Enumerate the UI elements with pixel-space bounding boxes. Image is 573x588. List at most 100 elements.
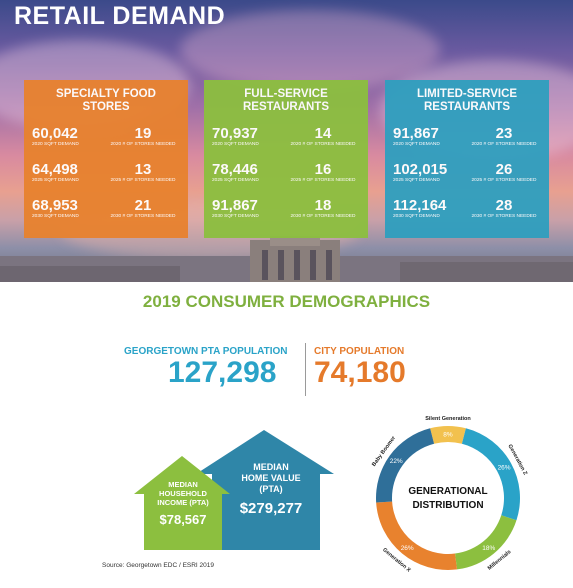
sqft-value: 91,867 [393,125,439,142]
sqft-label: 2020 SQFT DEMAND [212,142,259,147]
sqft-cell: 70,937 2020 SQFT DEMAND [212,126,286,154]
stores-value: 14 [314,125,332,142]
home-value-house-icon [196,430,334,550]
sqft-value: 112,164 [393,197,447,214]
home-value-label-line: MEDIAN [253,462,289,472]
panel-title: FULL-SERVICE RESTAURANTS [242,88,330,113]
sqft-cell: 112,164 2030 SQFT DEMAND [393,198,467,226]
pta-population-value: 127,298 [168,356,277,389]
income-label-line: MEDIAN [168,480,198,489]
sqft-label: 2025 SQFT DEMAND [393,178,440,183]
donut-center-line: GENERATIONAL [408,486,487,497]
demographics-title: 2019 CONSUMER DEMOGRAPHICS [142,292,431,311]
panel-row: 64,498 2025 SQFT DEMAND 13 2025 # OF STO… [32,162,180,190]
sqft-label: 2030 SQFT DEMAND [393,214,440,219]
stores-label: 2020 # OF STORES NEEDED [290,142,356,147]
panel-title: SPECIALTY FOOD STORES [56,88,156,113]
stores-value: 23 [495,125,513,142]
stores-value: 16 [314,161,332,178]
stores-label: 2025 # OF STORES NEEDED [290,178,356,183]
cloud-decoration [180,10,440,90]
sqft-label: 2030 SQFT DEMAND [32,214,79,219]
home-value-label-line: (PTA) [259,484,283,494]
sqft-cell: 78,446 2025 SQFT DEMAND [212,162,286,190]
sqft-cell: 64,498 2025 SQFT DEMAND [32,162,106,190]
sqft-value: 78,446 [212,161,258,178]
sqft-value: 91,867 [212,197,258,214]
city-population-value: 74,180 [314,356,406,389]
donut-percent-label: 26% [498,465,511,472]
sqft-label: 2020 SQFT DEMAND [32,142,79,147]
donut-segment [376,501,458,570]
stores-value: 21 [134,197,152,214]
donut-center-line: DISTRIBUTION [412,500,483,511]
income-label: MEDIAN HOUSEHOLD INCOME (PTA) [144,480,222,507]
stores-value: 19 [134,125,152,142]
donut-percent-label: 22% [390,458,403,465]
stores-cell: 28 2030 # OF STORES NEEDED [467,198,541,226]
sqft-label: 2025 SQFT DEMAND [212,178,259,183]
hero-banner: RETAIL DEMAND SPECIALTY FOOD STORES 60,0… [0,0,573,282]
donut-segment-name: Silent Generation [425,416,471,422]
sqft-label: 2025 SQFT DEMAND [32,178,79,183]
panel-row: 91,867 2020 SQFT DEMAND 23 2020 # OF STO… [393,126,541,154]
panel-title: LIMITED-SERVICE RESTAURANTS [416,88,518,113]
stores-cell: 26 2025 # OF STORES NEEDED [467,162,541,190]
stores-cell: 19 2020 # OF STORES NEEDED [106,126,180,154]
donut-segment [461,428,520,521]
stores-label: 2025 # OF STORES NEEDED [110,178,176,183]
courthouse-skyline-image [0,236,573,282]
sqft-value: 70,937 [212,125,258,142]
income-label-line: INCOME (PTA) [157,498,209,507]
page-title: RETAIL DEMAND [14,2,226,30]
sqft-cell: 91,867 2020 SQFT DEMAND [393,126,467,154]
sqft-cell: 68,953 2030 SQFT DEMAND [32,198,106,226]
stores-label: 2030 # OF STORES NEEDED [110,214,176,219]
sqft-label: 2020 SQFT DEMAND [393,142,440,147]
home-value-label: MEDIAN HOME VALUE (PTA) [222,462,320,495]
sqft-label: 2030 SQFT DEMAND [212,214,259,219]
stores-cell: 16 2025 # OF STORES NEEDED [286,162,360,190]
sqft-cell: 60,042 2020 SQFT DEMAND [32,126,106,154]
donut-percent-label: 26% [401,545,414,552]
donut-percent-label: 18% [482,545,495,552]
stores-value: 28 [495,197,513,214]
stores-label: 2020 # OF STORES NEEDED [471,142,537,147]
divider [305,343,306,396]
sqft-value: 68,953 [32,197,78,214]
stores-cell: 21 2030 # OF STORES NEEDED [106,198,180,226]
donut-segment [455,515,517,570]
stores-cell: 23 2020 # OF STORES NEEDED [467,126,541,154]
donut-percent-label: 8% [443,432,453,439]
stores-label: 2030 # OF STORES NEEDED [290,214,356,219]
stores-label: 2030 # OF STORES NEEDED [471,214,537,219]
panel-row: 102,015 2025 SQFT DEMAND 26 2025 # OF ST… [393,162,541,190]
source-note: Source: Georgetown EDC / ESRI 2019 [102,562,215,569]
panel-row: 70,937 2020 SQFT DEMAND 14 2020 # OF STO… [212,126,360,154]
home-value-label-line: HOME VALUE [241,473,301,483]
sqft-value: 102,015 [393,161,448,178]
stores-value: 13 [134,161,152,178]
retail-panel: SPECIALTY FOOD STORES 60,042 2020 SQFT D… [24,80,188,238]
income-value: $78,567 [159,512,207,527]
panel-row: 60,042 2020 SQFT DEMAND 19 2020 # OF STO… [32,126,180,154]
sqft-cell: 102,015 2025 SQFT DEMAND [393,162,467,190]
stores-cell: 18 2030 # OF STORES NEEDED [286,198,360,226]
panel-row: 78,446 2025 SQFT DEMAND 16 2025 # OF STO… [212,162,360,190]
home-value-value: $279,277 [239,500,303,517]
stores-cell: 14 2020 # OF STORES NEEDED [286,126,360,154]
stores-label: 2025 # OF STORES NEEDED [471,178,537,183]
donut-segment [430,426,466,444]
income-label-line: HOUSEHOLD [159,489,207,498]
panel-row: 68,953 2030 SQFT DEMAND 21 2030 # OF STO… [32,198,180,226]
donut-segment [376,428,435,503]
retail-panel: LIMITED-SERVICE RESTAURANTS 91,867 2020 … [385,80,549,238]
retail-panel: FULL-SERVICE RESTAURANTS 70,937 2020 SQF… [204,80,368,238]
stores-value: 18 [314,197,332,214]
sqft-cell: 91,867 2030 SQFT DEMAND [212,198,286,226]
income-house-icon [134,456,230,550]
stores-value: 26 [495,161,513,178]
stores-cell: 13 2025 # OF STORES NEEDED [106,162,180,190]
sqft-value: 64,498 [32,161,78,178]
houses-graphic [134,430,334,550]
